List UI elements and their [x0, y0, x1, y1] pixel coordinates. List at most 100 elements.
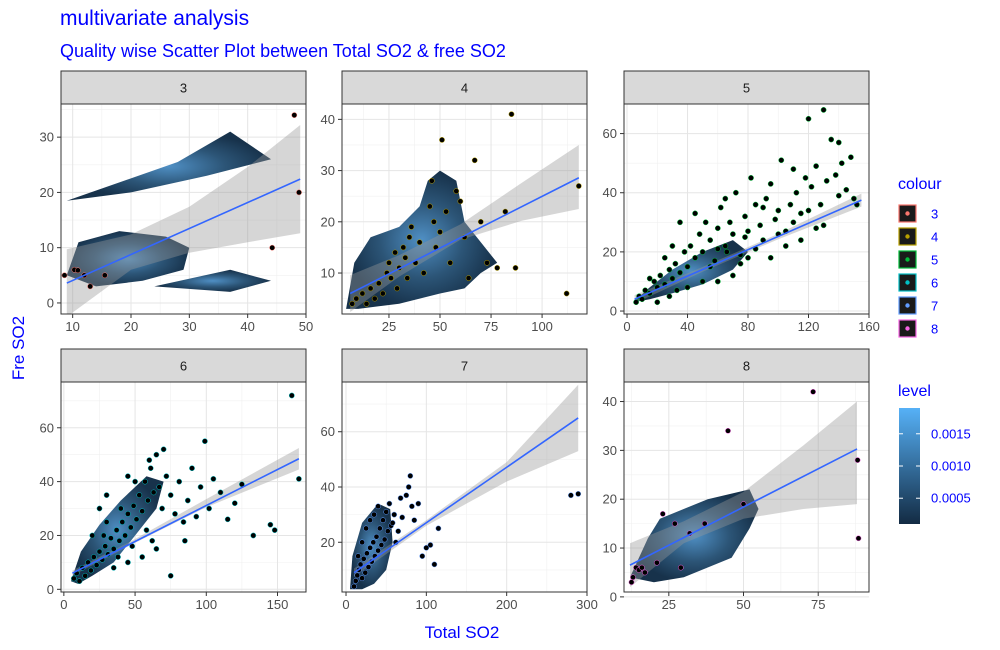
data-point [409, 503, 415, 510]
data-point [465, 275, 472, 281]
plot-title: multivariate analysis [60, 7, 250, 30]
data-point [745, 228, 751, 235]
density-contour [66, 131, 271, 201]
facet-strip [623, 348, 870, 383]
x-tick-label: 75 [811, 597, 825, 612]
data-point [176, 478, 183, 485]
data-point [427, 542, 434, 548]
facet-strip [341, 348, 588, 383]
panel-layers [70, 392, 302, 585]
data-point [752, 201, 759, 208]
x-tick-label: 300 [576, 597, 598, 612]
confidence-band [350, 145, 579, 312]
x-tick-label: 100 [415, 597, 437, 612]
x-tick-label: 50 [736, 597, 750, 612]
y-tick-label: 40 [321, 112, 335, 127]
data-point [354, 572, 361, 579]
data-point [406, 234, 413, 241]
data-point [767, 254, 774, 261]
data-point [420, 270, 427, 276]
data-point [855, 535, 862, 542]
data-point [119, 519, 126, 525]
data-point [431, 561, 438, 568]
data-point [163, 473, 170, 480]
facet-strip-label: 6 [180, 359, 187, 374]
data-point [428, 177, 435, 184]
x-tick-label: 200 [496, 597, 518, 612]
panel-border [60, 381, 307, 593]
legend-level-label: 0.0010 [931, 459, 971, 474]
legend-colour-label: 4 [931, 230, 938, 245]
data-point [373, 533, 380, 540]
data-point [363, 525, 369, 532]
x-tick-label: 120 [798, 319, 820, 334]
data-point [733, 189, 739, 196]
y-tick-label: 20 [321, 214, 335, 229]
data-point [808, 183, 815, 190]
data-point [378, 542, 385, 548]
data-point [742, 234, 748, 240]
density-contour [154, 269, 271, 292]
panel-layers [61, 112, 302, 314]
data-point [115, 554, 121, 560]
data-point [397, 495, 404, 501]
legend-colour-dot [905, 211, 910, 216]
data-point [722, 195, 729, 202]
density-contour [346, 170, 498, 309]
legend-colour-title: colour [898, 176, 942, 193]
data-point [727, 219, 733, 226]
data-point [89, 532, 96, 539]
y-tick-label: 60 [603, 126, 617, 141]
y-tick-label: 10 [603, 541, 617, 556]
data-point [389, 520, 396, 526]
panel-border [341, 103, 588, 315]
data-point [269, 244, 276, 251]
y-tick-label: 0 [610, 589, 617, 604]
data-point [793, 189, 800, 196]
data-point [125, 559, 131, 566]
data-point [371, 511, 377, 518]
data-point [575, 491, 582, 497]
data-point [642, 569, 648, 576]
data-point [136, 492, 143, 498]
data-point [352, 578, 359, 584]
data-point [696, 231, 703, 237]
data-point [167, 572, 174, 579]
data-point [103, 519, 110, 525]
data-point [291, 112, 298, 118]
data-point [684, 284, 691, 291]
data-point [108, 535, 114, 542]
data-point [843, 186, 850, 193]
facet-panel-8: 8 25 50 75 0 10 20 30 40 [603, 348, 870, 612]
data-point [267, 521, 274, 528]
facet-strip-label: 3 [180, 81, 187, 96]
data-point [150, 489, 157, 496]
data-point [568, 492, 574, 499]
x-tick-label: 10 [65, 319, 79, 334]
data-point [156, 484, 163, 490]
confidence-band [630, 401, 857, 588]
panel-border [623, 103, 870, 315]
data-point [184, 497, 191, 504]
confidence-band [634, 193, 862, 304]
data-point [75, 267, 81, 274]
legend-level-label: 0.0005 [931, 491, 971, 506]
data-point [666, 293, 673, 300]
x-tick-label: 80 [741, 319, 755, 334]
data-point [633, 299, 639, 306]
data-point [437, 229, 443, 235]
data-point [687, 243, 694, 249]
data-point [642, 287, 649, 294]
y-tick-label: 60 [321, 424, 335, 439]
x-tick-label: 100 [195, 597, 217, 612]
data-point [355, 553, 361, 559]
data-point [159, 505, 165, 512]
data-point [172, 511, 178, 517]
data-point [787, 201, 794, 208]
data-point [197, 484, 204, 490]
data-point [167, 492, 174, 498]
facet-panel-3: 3 10 20 30 40 50 0 10 20 30 [40, 70, 313, 334]
data-point [681, 249, 688, 255]
data-point [359, 539, 365, 546]
